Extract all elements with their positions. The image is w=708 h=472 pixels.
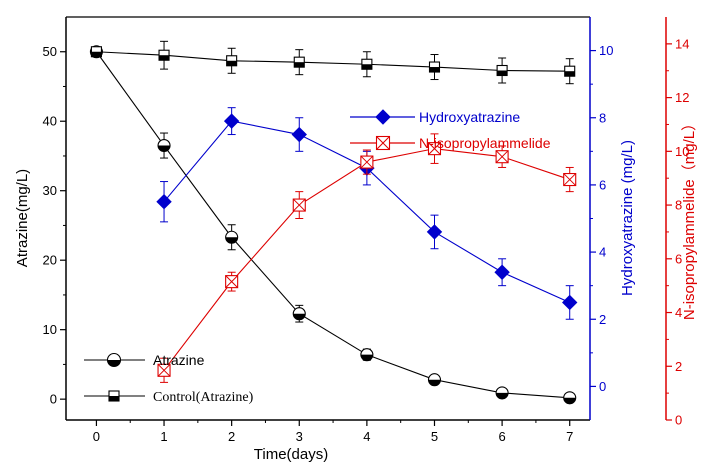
right2-y-tick-label: 10	[675, 144, 689, 159]
x-tick-label: 5	[431, 429, 438, 444]
x-axis-title: Time(days)	[254, 446, 328, 463]
data-point	[427, 373, 442, 387]
series-line	[95, 51, 570, 399]
data-point	[90, 46, 102, 58]
data-point	[225, 230, 239, 244]
x-tick-label: 3	[296, 429, 303, 444]
legend-hydroxyatrazine-label: Hydroxyatrazine	[419, 109, 520, 125]
legend-atrazine: Atrazine Control(Atrazine)	[84, 352, 254, 405]
right1-y-tick-label: 10	[599, 43, 613, 58]
legend-isopropylammelide-label: N-isopropylammelide	[419, 135, 551, 151]
right2-y-tick-label: 4	[675, 305, 682, 320]
series-n-isopropylammelide	[157, 133, 577, 383]
series-line	[96, 51, 570, 72]
legend-metabolites: Hydroxyatrazine N-isopropylammelide	[350, 109, 551, 151]
data-point	[563, 172, 577, 187]
right2-y-tick-label: 12	[675, 90, 689, 105]
right2-y-tick-label: 0	[675, 413, 682, 428]
x-tick-label: 0	[93, 429, 100, 444]
isopropylammelide-y-axis-title: N-isopropylammelide（mg/L）	[681, 116, 698, 320]
data-point	[225, 275, 239, 289]
x-tick-label: 7	[566, 429, 573, 444]
right2-y-tick-label: 2	[675, 359, 682, 374]
data-point	[495, 386, 509, 400]
data-point	[156, 194, 172, 210]
data-point	[292, 307, 306, 321]
data-point	[428, 61, 441, 73]
left-y-tick-label: 50	[43, 44, 57, 59]
left-y-axis-title: Atrazine(mg/L)	[14, 169, 31, 267]
legend-atrazine-marker	[106, 352, 122, 368]
right1-y-tick-label: 6	[599, 177, 606, 192]
x-tick-label: 4	[363, 429, 370, 444]
data-point	[426, 224, 443, 240]
hydroxyatrazine-y-axis-title: Hydroxyatrazine (mg/L)	[619, 140, 636, 296]
series-control-atrazine-	[90, 40, 576, 85]
data-point	[293, 56, 305, 68]
data-point	[360, 155, 374, 169]
data-point	[496, 64, 508, 77]
data-point	[292, 198, 306, 212]
data-point	[158, 49, 170, 61]
right1-y-tick-label: 2	[599, 312, 606, 327]
data-point	[223, 113, 240, 129]
left-y-tick-label: 30	[43, 183, 57, 198]
left-y-tick-label: 20	[43, 253, 57, 268]
legend-control-marker	[108, 390, 120, 402]
left-y-tick-label: 0	[50, 392, 57, 407]
x-tick-label: 6	[498, 429, 505, 444]
data-point	[494, 264, 510, 280]
x-tick-label: 1	[160, 429, 167, 444]
data-point	[291, 126, 307, 143]
data-point	[361, 58, 373, 70]
right2-y-tick-label: 8	[675, 198, 682, 213]
legend-control-label: Control(Atrazine)	[153, 390, 254, 405]
right1-y-tick-label: 8	[599, 110, 606, 125]
data-point	[427, 142, 442, 156]
data-point	[157, 363, 171, 377]
data-point	[157, 138, 171, 153]
left-y-tick-label: 10	[43, 322, 57, 337]
data-point	[226, 55, 238, 67]
right1-y-tick-label: 4	[599, 245, 606, 260]
x-tick-label: 2	[228, 429, 235, 444]
legend-isopropylammelide-marker	[375, 135, 391, 151]
data-point	[563, 391, 577, 405]
right1-y-tick-label: 0	[599, 379, 606, 394]
series	[89, 40, 578, 405]
data-point	[562, 294, 578, 311]
left-y-tick-label: 40	[43, 114, 57, 129]
legend-atrazine-label: Atrazine	[153, 352, 205, 368]
right2-y-tick-label: 6	[675, 251, 682, 266]
data-point	[564, 65, 576, 77]
right2-y-tick-label: 14	[675, 36, 689, 51]
data-point	[360, 348, 374, 362]
data-point	[495, 150, 509, 164]
legend-hydroxyatrazine-marker	[375, 109, 391, 125]
